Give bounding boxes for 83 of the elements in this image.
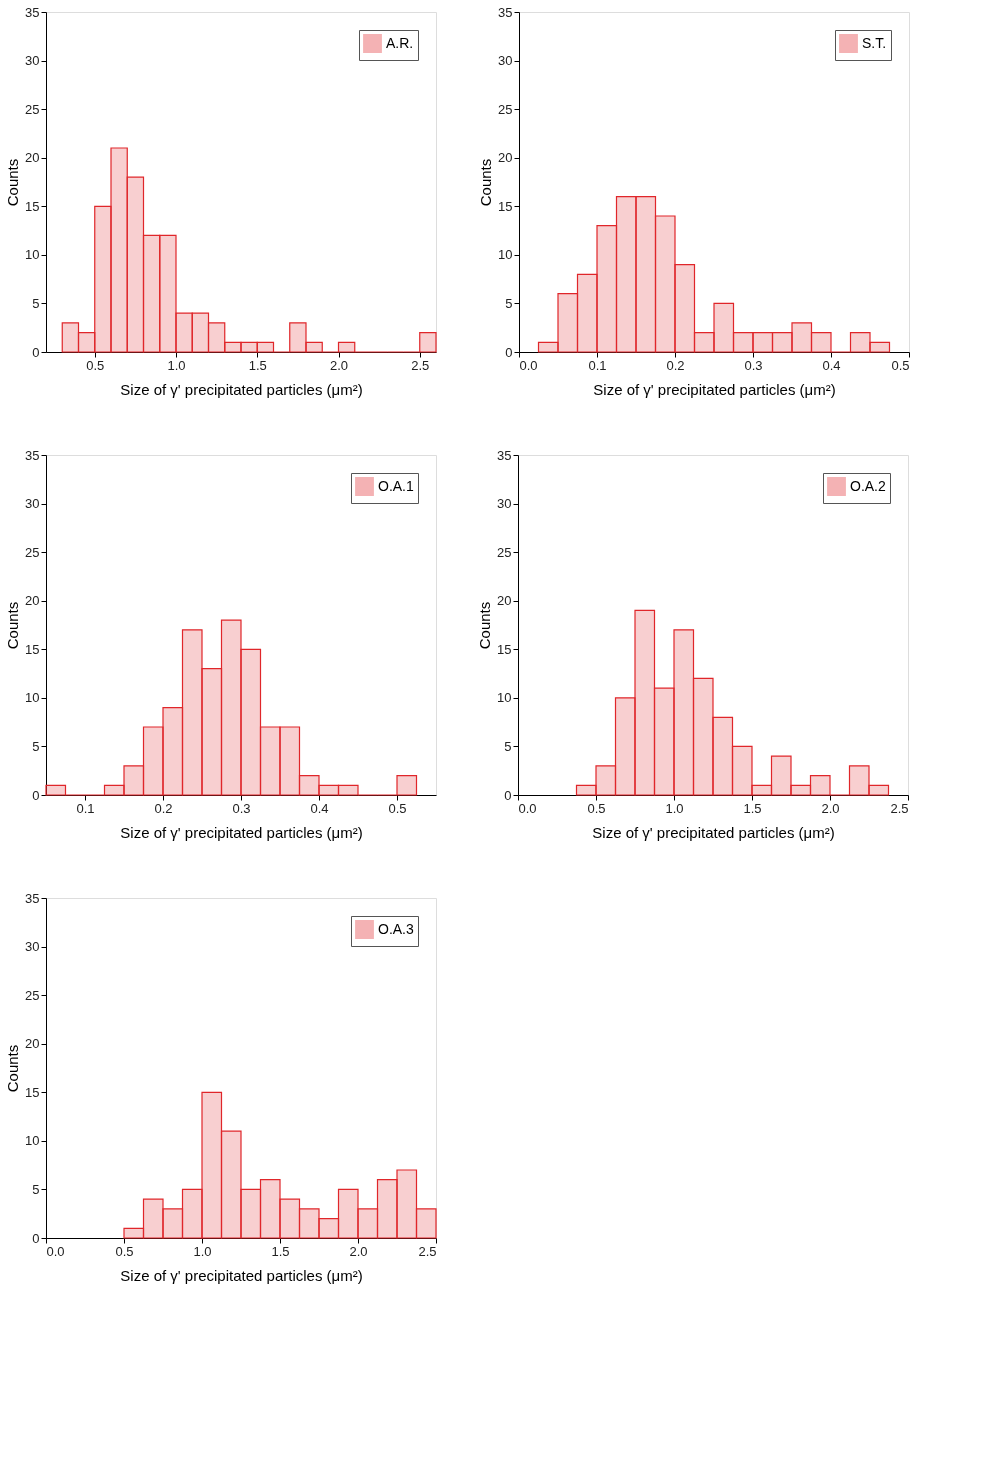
x-tick-label: 1.0: [167, 357, 186, 373]
y-tick-label: 35: [25, 890, 40, 906]
x-tick-label: 0.4: [310, 800, 329, 816]
y-axis-title: Counts: [4, 601, 22, 650]
x-tick-label: 0.0: [518, 800, 537, 816]
x-tick-label: 2.5: [411, 357, 430, 373]
x-tick-label: 0.5: [86, 357, 105, 373]
y-tick-label: 0: [32, 1230, 40, 1246]
y-axis-title: Counts: [4, 1044, 22, 1093]
x-tick-label: 1.5: [743, 800, 762, 816]
y-axis-title: Counts: [477, 158, 495, 207]
x-tick-label: 0.0: [519, 357, 538, 373]
x-tick-label: 2.0: [329, 357, 349, 373]
x-tick-label: 0.1: [76, 800, 95, 816]
x-tick-label: 1.5: [271, 1243, 290, 1259]
x-tick-label: 0.5: [587, 800, 606, 816]
x-tick-label: 0.5: [891, 357, 910, 373]
legend-label: A.R.: [386, 34, 414, 51]
y-tick-label: 30: [497, 496, 512, 512]
y-tick-label: 30: [25, 53, 40, 69]
x-tick-label: 0.3: [744, 357, 763, 373]
y-tick-label: 10: [25, 690, 40, 706]
legend-label: O.A.3: [378, 920, 415, 937]
y-tick-label: 35: [25, 4, 40, 20]
y-tick-label: 20: [25, 1036, 40, 1052]
legend-label: S.T.: [862, 34, 887, 51]
x-axis-title: Size of γ' precipitated particles (μm²): [592, 823, 835, 841]
y-tick-label: 5: [32, 1181, 40, 1197]
y-tick-label: 5: [505, 295, 513, 311]
y-tick-label: 25: [498, 101, 513, 117]
y-tick-label: 0: [505, 344, 513, 360]
y-tick-label: 15: [497, 641, 512, 657]
y-tick-label: 20: [497, 593, 512, 609]
x-tick-label: 2.0: [349, 1243, 368, 1259]
y-tick-label: 20: [25, 150, 40, 166]
y-tick-label: 30: [25, 496, 40, 512]
x-tick-label: 1.5: [248, 357, 267, 373]
x-tick-label: 2.0: [821, 800, 840, 816]
y-tick-label: 20: [498, 150, 513, 166]
x-axis-title: Size of γ' precipitated particles (μm²): [120, 823, 363, 841]
y-tick-label: 0: [32, 344, 40, 360]
y-tick-label: 35: [497, 447, 512, 463]
x-tick-label: 0.4: [822, 357, 841, 373]
y-tick-label: 30: [498, 53, 513, 69]
x-axis-title: Size of γ' precipitated particles (μm²): [120, 1266, 363, 1284]
x-tick-label: 2.5: [418, 1243, 437, 1259]
y-tick-label: 25: [25, 101, 40, 117]
x-tick-label: 0.2: [154, 800, 173, 816]
y-tick-label: 5: [504, 738, 512, 754]
y-tick-label: 15: [25, 198, 40, 214]
y-tick-label: 30: [25, 939, 40, 955]
y-tick-label: 5: [32, 738, 40, 754]
y-tick-label: 0: [32, 787, 40, 803]
legend-label: O.A.1: [378, 477, 415, 494]
y-tick-label: 25: [497, 544, 512, 560]
x-tick-label: 0.2: [666, 357, 685, 373]
y-axis-title: Counts: [476, 601, 494, 650]
y-tick-label: 25: [25, 987, 40, 1003]
x-tick-label: 1.0: [665, 800, 684, 816]
y-tick-label: 35: [498, 4, 513, 20]
x-tick-label: 0.5: [115, 1243, 134, 1259]
y-tick-label: 5: [32, 295, 40, 311]
y-tick-label: 10: [25, 1133, 40, 1149]
y-tick-label: 25: [25, 544, 40, 560]
y-tick-label: 20: [25, 593, 40, 609]
x-tick-label: 0.3: [232, 800, 251, 816]
y-axis-title: Counts: [4, 158, 22, 207]
x-tick-label: 1.0: [193, 1243, 212, 1259]
y-tick-label: 15: [25, 641, 40, 657]
x-tick-label: 0.5: [388, 800, 407, 816]
y-tick-label: 10: [497, 690, 512, 706]
y-tick-label: 35: [25, 447, 40, 463]
x-tick-label: 0.1: [588, 357, 607, 373]
y-tick-label: 10: [498, 247, 513, 263]
x-axis-title: Size of γ' precipitated particles (μm²): [120, 380, 363, 398]
y-tick-label: 15: [498, 198, 513, 214]
y-tick-label: 0: [504, 787, 512, 803]
y-tick-label: 10: [25, 247, 40, 263]
x-axis-title: Size of γ' precipitated particles (μm²): [593, 380, 836, 398]
x-tick-label: 0.0: [46, 1243, 65, 1259]
y-tick-label: 15: [25, 1084, 40, 1100]
x-tick-label: 2.5: [890, 800, 909, 816]
legend-label: O.A.2: [850, 477, 887, 494]
